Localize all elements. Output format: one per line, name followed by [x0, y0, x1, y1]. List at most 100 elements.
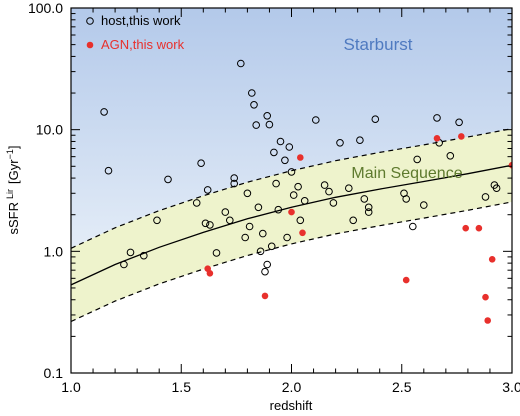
y-tick-label: 100.0	[28, 0, 63, 16]
host-data-point	[345, 184, 353, 192]
host-data-point	[300, 197, 309, 205]
agn-data-point	[433, 135, 441, 142]
host-data-point	[250, 101, 258, 109]
plot-area	[71, 8, 512, 324]
host-data-point	[325, 187, 333, 196]
host-data-point	[329, 199, 338, 207]
x-tick-label: 2.0	[282, 379, 302, 395]
x-axis-title: redshift	[270, 398, 313, 413]
host-data-point	[455, 118, 463, 127]
host-data-point	[296, 216, 305, 225]
host-data-point	[226, 216, 234, 225]
y-axis-title: sSFR Lir [Gyr−1]	[5, 146, 21, 235]
main-sequence-lower-dashed-line	[71, 201, 512, 323]
main-sequence-band	[71, 128, 512, 322]
host-data-point	[402, 195, 411, 203]
host-data-point	[212, 249, 221, 257]
host-data-point	[126, 248, 135, 257]
host-data-point	[413, 155, 422, 164]
host-data-point	[364, 208, 373, 216]
agn-data-point	[288, 208, 295, 216]
host-data-point	[364, 203, 373, 212]
host-data-point	[320, 181, 329, 189]
host-data-point	[259, 229, 267, 238]
agn-data-point	[475, 224, 483, 232]
host-data-point	[281, 156, 289, 165]
host-data-point	[481, 193, 490, 201]
axis-ticks	[70, 8, 513, 374]
host-data-point	[197, 159, 205, 167]
agn-data-point	[488, 255, 496, 263]
host-data-point	[254, 203, 263, 212]
host-data-point	[276, 137, 285, 146]
host-data-point	[140, 251, 148, 260]
agn-data-point	[508, 161, 512, 169]
x-tick-label: 2.5	[392, 379, 412, 395]
main-sequence-annotation: Main Sequence	[351, 165, 462, 182]
host-data-point	[245, 222, 254, 231]
host-data-point	[267, 242, 276, 251]
host-data-point	[201, 219, 210, 228]
host-data-point	[283, 233, 291, 242]
agn-data-point	[482, 293, 489, 301]
main-sequence-upper-dashed-line	[71, 128, 512, 249]
host-data-point	[192, 199, 201, 207]
host-data-point	[312, 116, 320, 124]
host-data-point	[120, 260, 128, 269]
host-data-point	[248, 89, 256, 97]
host-data-point	[287, 168, 296, 176]
agn-data-point	[261, 292, 269, 300]
agn-points-group	[204, 133, 512, 324]
host-data-point	[356, 136, 364, 144]
legend-host-marker	[86, 17, 94, 25]
host-data-point	[272, 179, 280, 188]
host-data-point	[261, 267, 269, 276]
agn-data-point	[484, 317, 492, 324]
host-data-point	[221, 208, 230, 216]
host-data-point	[349, 216, 358, 225]
svg-text:sSFRLir[Gyr−1]: sSFR Lir [Gyr−1]	[5, 146, 21, 235]
main-sequence-median-line	[71, 164, 512, 286]
y-axis-title-unit: [Gyr	[6, 159, 21, 184]
host-data-point	[265, 120, 274, 129]
host-data-point	[492, 184, 501, 192]
host-data-point	[263, 260, 272, 269]
agn-data-point	[402, 276, 410, 284]
host-data-point	[270, 148, 278, 157]
y-tick-label: 10.0	[36, 122, 63, 138]
host-data-point	[104, 166, 113, 175]
host-points-group	[100, 59, 501, 276]
host-data-point	[409, 222, 417, 231]
agn-data-point	[462, 224, 470, 232]
host-data-point	[206, 221, 214, 229]
agn-data-point	[297, 154, 304, 161]
x-tick-label: 1.0	[61, 379, 81, 395]
host-data-point	[446, 152, 455, 160]
y-axis-title-main: sSFR	[6, 202, 21, 235]
legend-agn-label: AGN,this work	[101, 37, 185, 52]
host-data-point	[241, 233, 249, 242]
legend-host-label: host,this work	[101, 13, 181, 28]
host-data-point	[336, 139, 344, 147]
host-data-point	[294, 182, 302, 191]
host-data-point	[263, 112, 272, 120]
host-data-point	[237, 59, 245, 68]
host-data-point	[230, 174, 238, 182]
y-axis-title-exp: −1	[5, 149, 15, 159]
host-data-point	[371, 115, 380, 123]
starburst-region	[71, 8, 512, 249]
legend-agn-marker	[86, 41, 94, 49]
host-data-point	[360, 195, 369, 203]
host-data-point	[285, 143, 294, 151]
host-data-point	[252, 121, 261, 129]
legend: host,this work AGN,this work	[86, 13, 185, 52]
host-data-point	[243, 189, 252, 198]
host-data-point	[100, 108, 108, 116]
x-tick-label: 3.0	[502, 379, 520, 395]
host-data-point	[256, 247, 265, 256]
host-data-point	[153, 216, 161, 225]
y-axis-title-sup: Lir	[5, 189, 15, 199]
agn-data-point	[458, 133, 465, 140]
